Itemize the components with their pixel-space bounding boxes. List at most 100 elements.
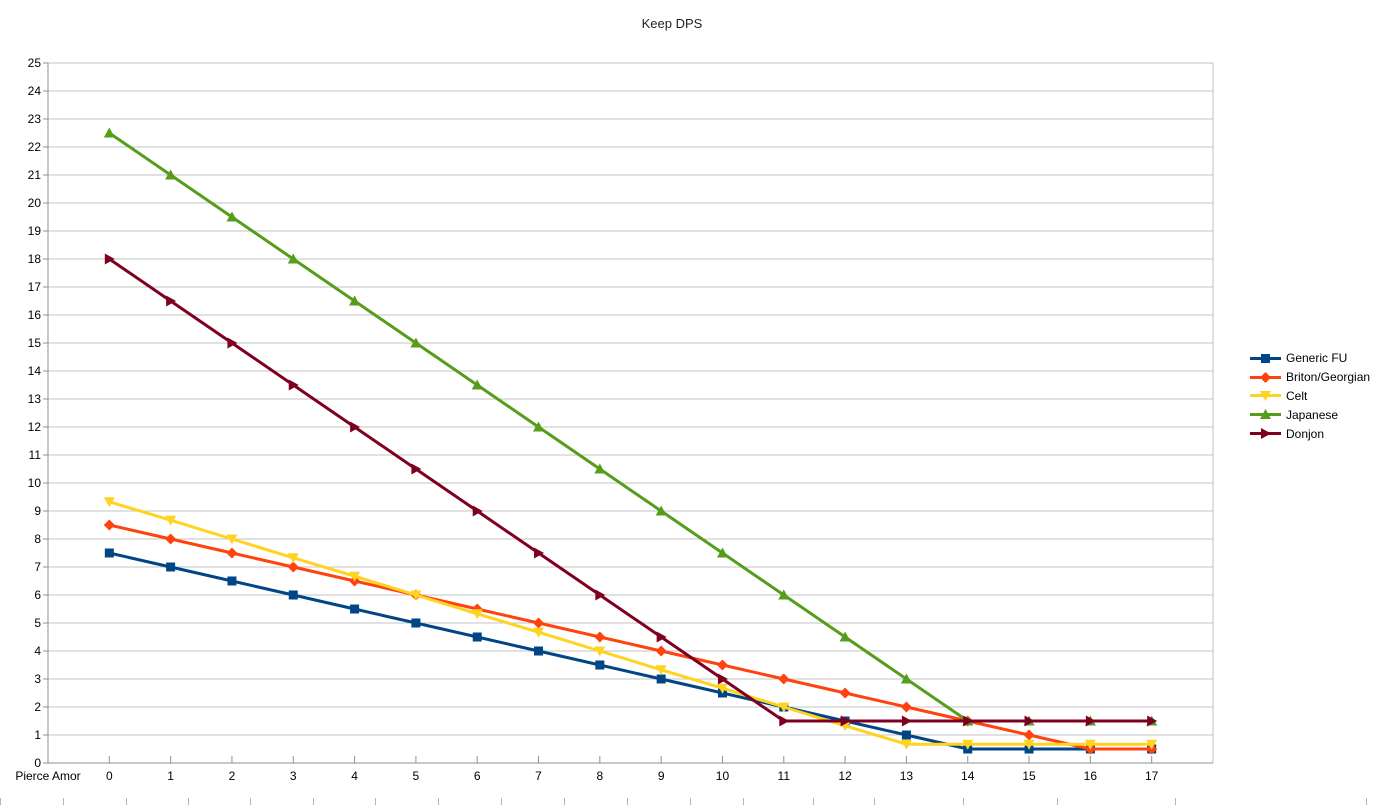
x-axis-tick-label: 5 (412, 769, 420, 783)
triangle-down-marker (1260, 391, 1271, 402)
legend-label: Japanese (1286, 407, 1339, 422)
y-axis-tick-label: 18 (27, 252, 41, 266)
legend-label: Generic FU (1286, 351, 1348, 366)
diamond-marker (226, 547, 238, 559)
legend-item-briton-georgian: Briton/Georgian (1250, 368, 1370, 387)
triangle-down-marker (962, 739, 974, 750)
square-marker (1261, 353, 1270, 363)
y-axis-tick-label: 2 (34, 700, 41, 714)
square-marker (901, 730, 911, 740)
y-axis-tick-label: 10 (27, 476, 41, 490)
series-donjon (104, 253, 1158, 727)
triangle-right-marker (1085, 715, 1096, 727)
triangle-right-marker (963, 715, 974, 727)
y-axis-tick-label: 25 (27, 56, 41, 70)
square-marker (411, 618, 421, 628)
diamond-marker (655, 645, 667, 657)
y-axis-tick-label: 8 (34, 532, 41, 546)
square-marker (534, 646, 544, 656)
x-axis-tick-label: 0 (105, 769, 113, 783)
x-axis-tick-label: 12 (838, 769, 852, 783)
y-axis-tick-label: 15 (27, 336, 41, 350)
y-axis-tick-label: 4 (34, 644, 41, 658)
diamond-marker (1023, 729, 1035, 741)
triangle-right-marker (901, 715, 912, 727)
x-axis-tick-label: 17 (1144, 769, 1159, 783)
legend-key-icon (1250, 391, 1281, 402)
x-axis-tick-label: 8 (596, 769, 604, 783)
triangle-right-marker (717, 673, 728, 685)
y-axis-tick-label: 9 (34, 504, 41, 518)
y-axis-tick-label: 5 (34, 616, 41, 630)
legend-item-generic-fu: Generic FU (1250, 349, 1370, 368)
triangle-up-marker (594, 463, 606, 474)
y-axis-tick-label: 12 (27, 420, 41, 434)
y-axis-tick-label: 6 (34, 588, 41, 602)
legend-key-icon (1250, 353, 1281, 363)
triangle-down-marker (594, 646, 606, 657)
chart-title: Keep DPS (641, 16, 703, 31)
square-marker (227, 576, 237, 586)
triangle-up-marker (900, 673, 912, 684)
x-axis-tick-label: 4 (351, 769, 358, 783)
y-axis-tick-label: 13 (27, 392, 41, 406)
triangle-right-marker (472, 505, 483, 517)
triangle-right-marker (595, 589, 606, 601)
triangle-up-marker (839, 631, 851, 642)
triangle-right-marker (411, 463, 422, 475)
x-axis-tick-label: 2 (228, 769, 236, 783)
triangle-down-marker (103, 497, 115, 508)
triangle-up-marker (410, 337, 422, 348)
legend-key-icon (1250, 428, 1281, 440)
square-marker (350, 604, 360, 614)
y-axis-tick-label: 16 (27, 308, 41, 322)
x-axis-tick-label: 16 (1083, 769, 1098, 783)
y-axis-tick-label: 24 (27, 84, 41, 98)
triangle-right-marker (1147, 715, 1158, 727)
series-line (108, 257, 1152, 723)
triangle-down-marker (900, 739, 912, 750)
y-axis-tick-label: 21 (27, 168, 41, 182)
triangle-up-marker (226, 211, 238, 222)
triangle-down-marker (533, 627, 545, 638)
diamond-marker (594, 631, 606, 643)
triangle-up-marker (471, 379, 483, 390)
triangle-right-marker (656, 631, 667, 643)
triangle-right-marker (104, 253, 115, 265)
triangle-up-marker (287, 253, 299, 264)
triangle-up-marker (716, 547, 728, 558)
diamond-marker (900, 701, 912, 713)
triangle-down-marker (778, 702, 790, 713)
y-axis-tick-label: 1 (34, 728, 41, 742)
legend-item-japanese: Japanese (1250, 405, 1370, 424)
triangle-up-marker (533, 421, 545, 432)
triangle-up-marker (778, 589, 790, 600)
y-axis-tick-label: 23 (27, 112, 41, 126)
x-axis-tick-label: 15 (1022, 769, 1036, 783)
triangle-up-marker (165, 169, 177, 180)
triangle-down-marker (287, 553, 299, 564)
y-axis-tick-label: 7 (34, 560, 41, 574)
triangle-right-marker (840, 715, 851, 727)
x-axis-title: Pierce Amor (15, 769, 81, 783)
legend: Generic FU Briton/Georgian Celt Japanese Don… (1250, 349, 1370, 443)
x-axis-tick-label: 10 (715, 769, 730, 783)
x-axis-tick-label: 3 (289, 769, 297, 783)
triangle-up-marker (655, 505, 667, 516)
y-axis-tick-label: 14 (27, 364, 41, 378)
legend-key-icon (1250, 371, 1281, 383)
square-marker (166, 562, 176, 572)
triangle-right-marker (166, 295, 177, 307)
legend-item-donjon: Donjon (1250, 424, 1370, 443)
square-marker (595, 660, 605, 670)
series-line (108, 523, 1152, 751)
y-axis-tick-label: 22 (27, 140, 41, 154)
square-marker (472, 632, 482, 642)
triangle-down-marker (410, 590, 422, 601)
y-axis-tick-label: 3 (34, 672, 41, 686)
triangle-down-marker (471, 609, 483, 620)
diamond-marker (533, 617, 545, 629)
square-marker (656, 674, 666, 684)
